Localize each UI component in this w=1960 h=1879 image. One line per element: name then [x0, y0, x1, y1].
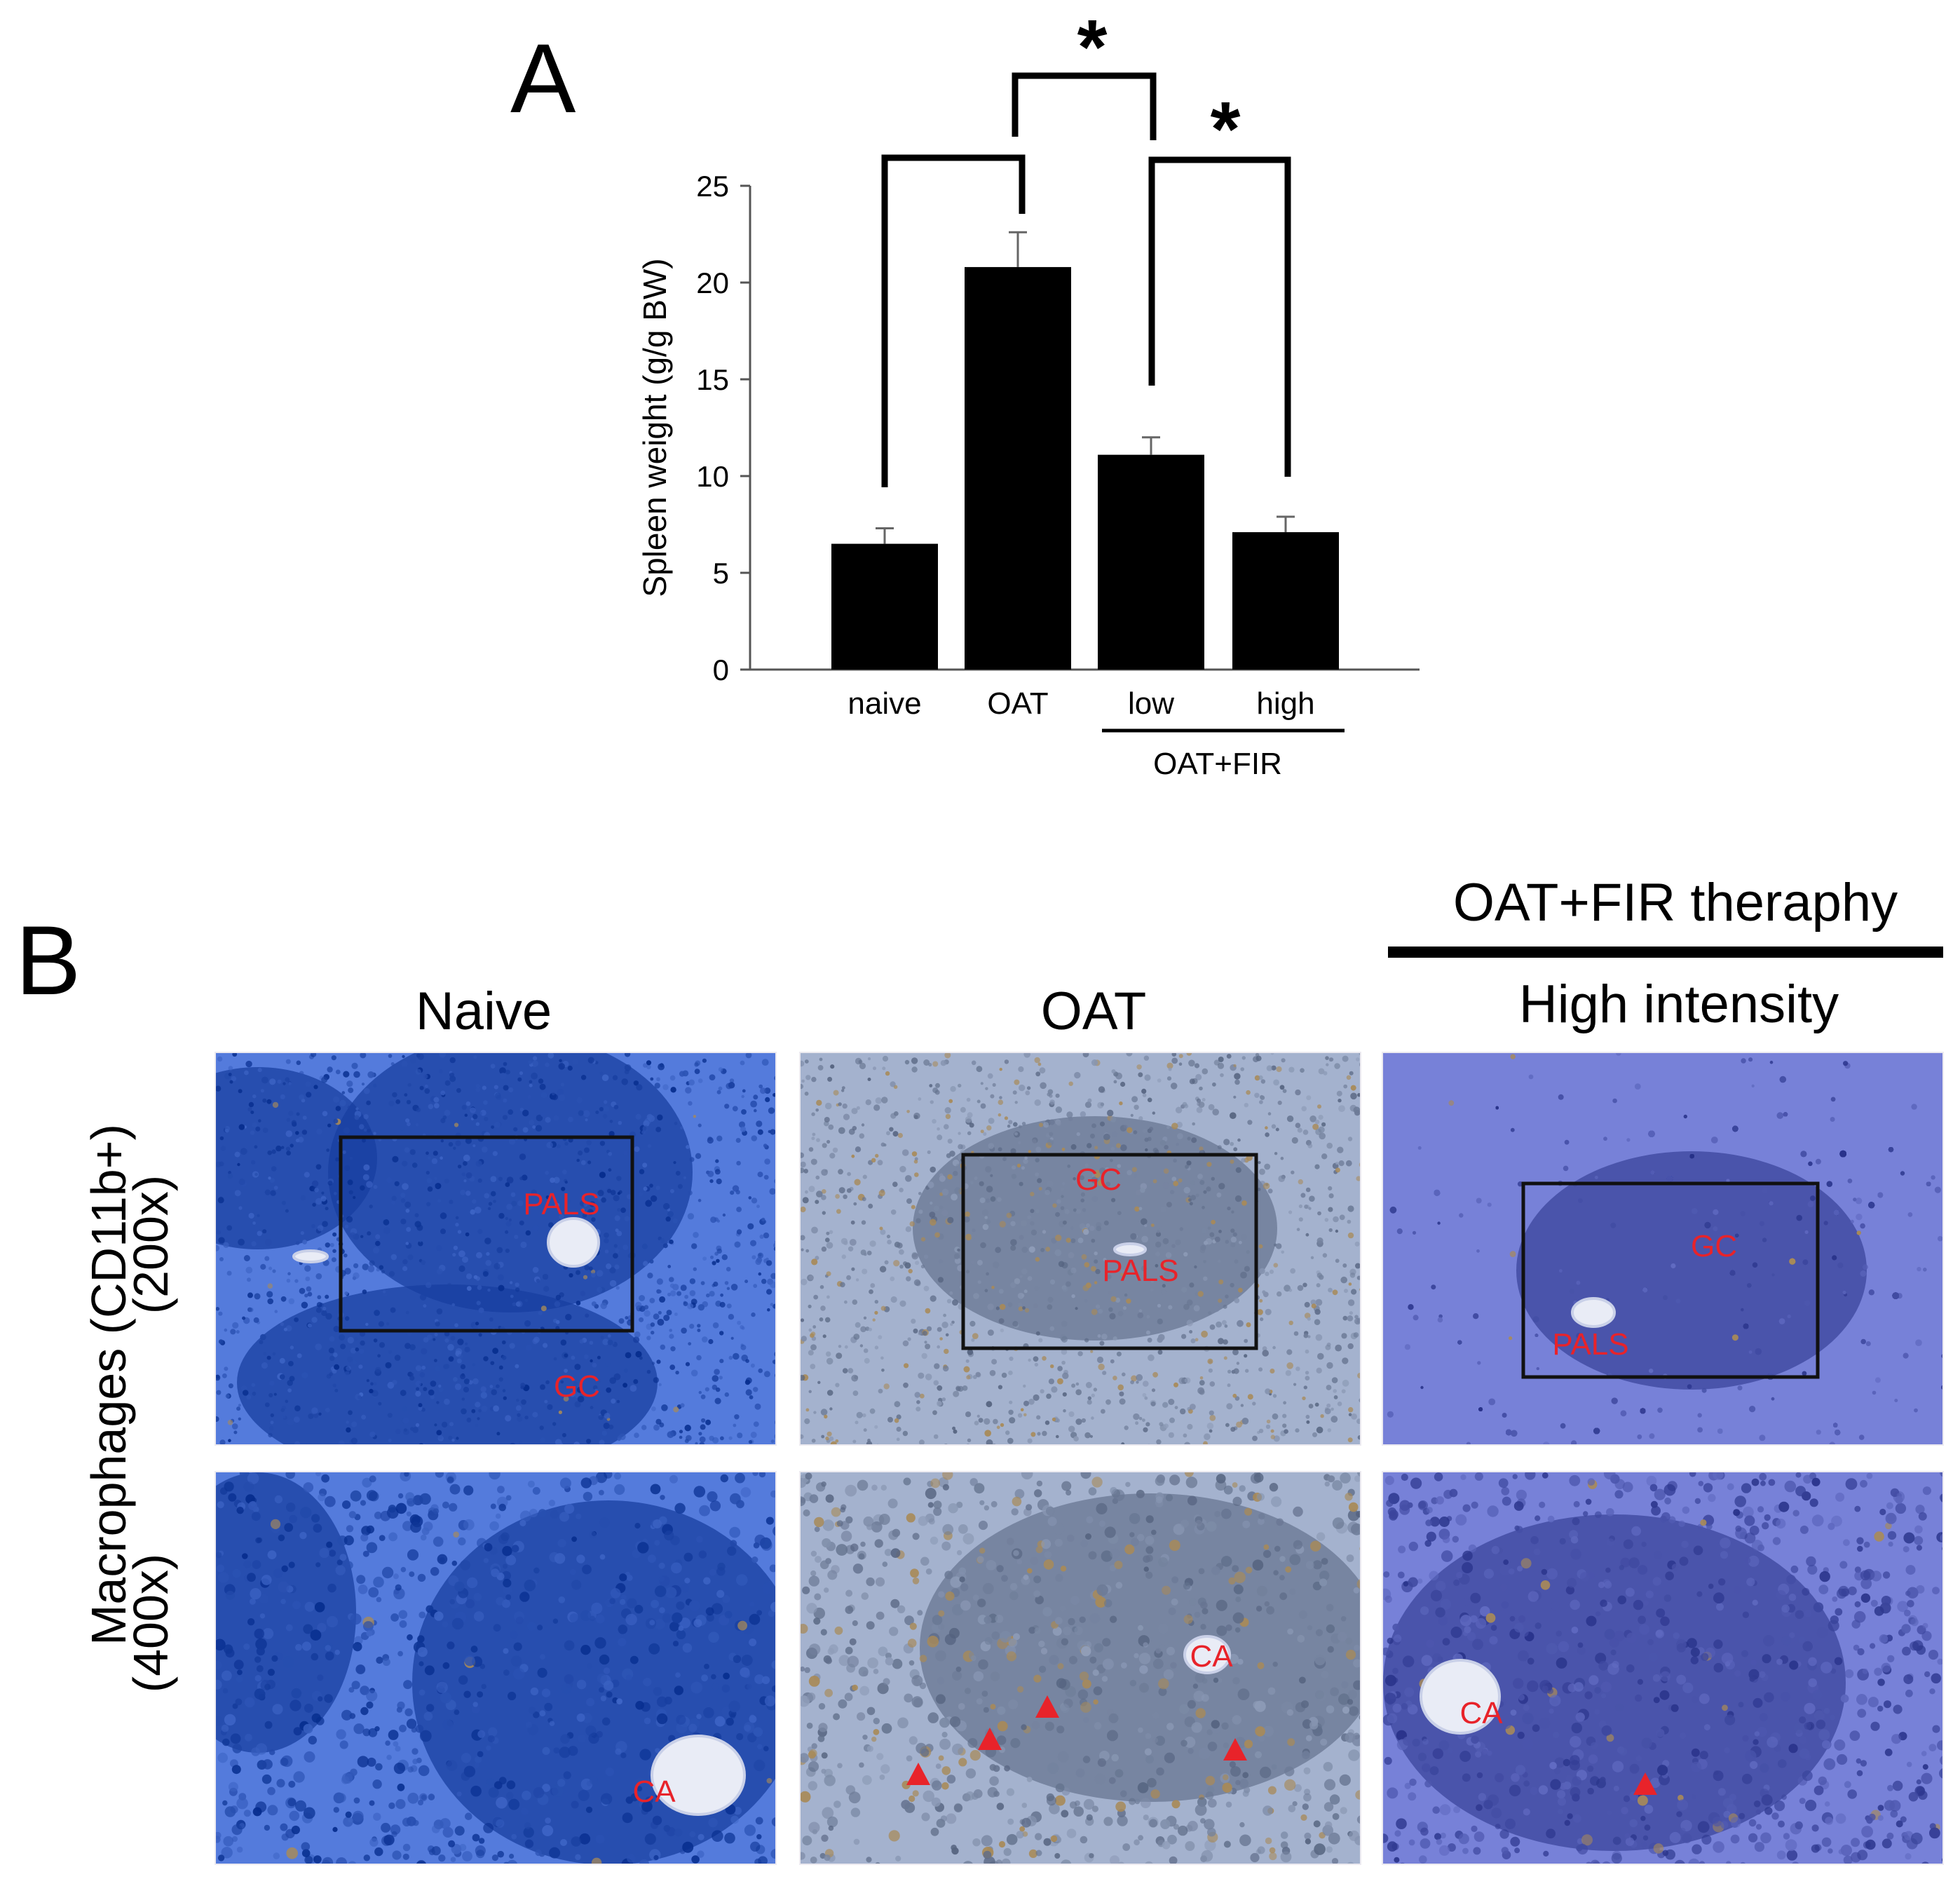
cell-texture: [801, 1053, 1360, 1444]
positive-cell-arrowhead: [1035, 1695, 1059, 1718]
cell-texture: [216, 1472, 775, 1864]
inset-box: [1521, 1181, 1820, 1379]
bracket-naive-oat: [881, 154, 1026, 487]
dense-region: [1516, 1151, 1867, 1390]
micrograph-oat-200x: GC PALS: [799, 1052, 1361, 1446]
spleen-weight-bar-chart: 0 5 10 15 20 25 Spleen weight (g/g BW) naive OAT…: [637, 4, 1420, 781]
column-title-oat: OAT: [1040, 982, 1147, 1041]
central-artery-vessel: [547, 1217, 600, 1268]
y-tick-label: 5: [713, 557, 729, 590]
central-artery-vessel: [651, 1735, 746, 1816]
micrograph-high-400x: CA: [1382, 1471, 1944, 1865]
cell-texture: [1387, 1053, 1942, 1444]
region-label: PALS: [1552, 1327, 1628, 1362]
x-tick-label: naive: [848, 686, 921, 721]
micrograph-oat-400x: CA: [799, 1471, 1361, 1865]
dense-region: [1383, 1514, 1846, 1851]
panel-a-letter: A: [510, 23, 576, 133]
row-label-400x: (400x): [123, 1553, 178, 1693]
column-title-naive: Naive: [415, 982, 552, 1041]
bar-high: [1232, 532, 1339, 670]
bracket-low-high: [1148, 156, 1291, 477]
inset-box: [961, 1153, 1258, 1350]
cell-texture: [216, 1053, 775, 1444]
region-label: GC: [1075, 1162, 1122, 1197]
x-tick-label: OAT: [987, 686, 1048, 721]
region-label: CA: [1459, 1696, 1503, 1730]
central-artery-vessel: [1113, 1242, 1147, 1256]
bar-naive: [831, 543, 938, 670]
y-tick-label: 0: [713, 653, 729, 686]
therapy-header-line: [1388, 947, 1943, 958]
cell-texture: [801, 1472, 1360, 1864]
bracket-oat-low: [1012, 72, 1157, 140]
x-tick-label: high: [1256, 686, 1314, 721]
region-label: GC: [554, 1369, 600, 1404]
row-label-200x: (200x): [123, 1174, 178, 1315]
y-axis-title: Spleen weight (g/g BW): [637, 258, 673, 597]
y-tick-label: 10: [696, 460, 729, 493]
micrograph-naive-400x: CA: [215, 1471, 777, 1865]
region-label: CA: [632, 1775, 676, 1809]
bar-low: [1098, 454, 1204, 670]
significance-star-oat-low: *: [1077, 4, 1108, 90]
significance-star-low-high: *: [1211, 86, 1241, 172]
x-tick-label: low: [1128, 686, 1174, 721]
positive-cell-arrowhead: [978, 1728, 1002, 1750]
panel-b-letter: B: [15, 905, 81, 1015]
positive-cell-arrowhead: [1633, 1772, 1657, 1795]
group-label: OAT+FIR: [1153, 747, 1282, 781]
cell-texture: [1383, 1472, 1942, 1864]
central-artery-vessel: [292, 1249, 329, 1263]
central-artery-vessel: [1571, 1297, 1616, 1328]
positive-cell-arrowhead: [906, 1763, 930, 1785]
micrograph-high-200x: GC PALS: [1382, 1052, 1944, 1446]
positive-cell-arrowhead: [1223, 1738, 1247, 1761]
region-label: CA: [1190, 1639, 1233, 1674]
region-label: PALS: [523, 1187, 599, 1221]
dense-region: [216, 1472, 356, 1753]
dense-region: [913, 1116, 1277, 1341]
y-tick-label: 25: [696, 170, 729, 203]
central-artery-vessel: [1420, 1659, 1501, 1735]
column-title-high-intensity: High intensity: [1518, 975, 1839, 1034]
micrograph-naive-200x: PALS GC: [215, 1052, 777, 1446]
central-artery-vessel: [1183, 1635, 1231, 1674]
y-tick-label: 15: [696, 363, 729, 396]
inset-box: [339, 1135, 634, 1333]
bar-OAT: [965, 266, 1071, 670]
therapy-header: OAT+FIR theraphy: [1452, 873, 1898, 932]
y-tick-label: 20: [696, 266, 729, 299]
region-label: PALS: [1102, 1254, 1178, 1288]
region-label: GC: [1691, 1229, 1737, 1263]
